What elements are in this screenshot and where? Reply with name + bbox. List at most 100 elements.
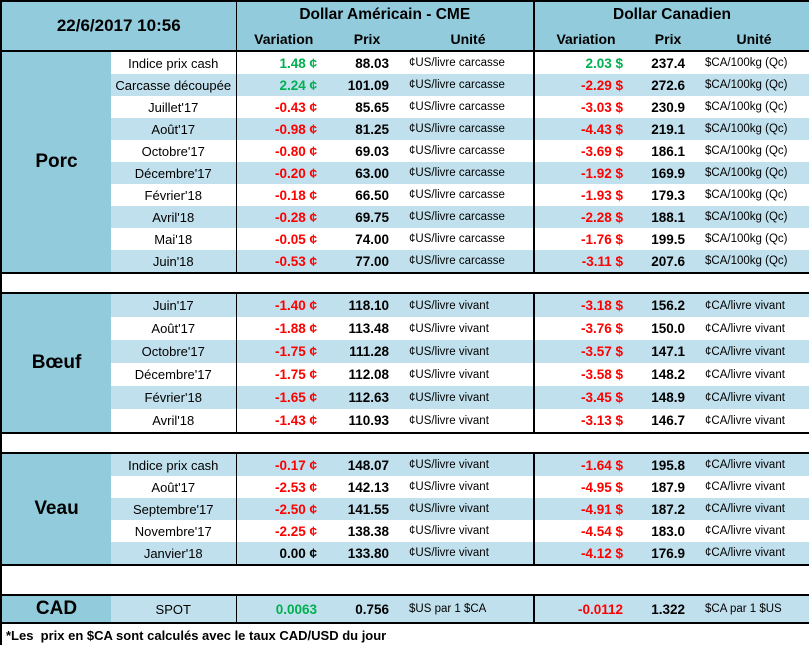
section-gap xyxy=(1,272,809,294)
ca-price: 148.9 xyxy=(637,386,700,409)
header-row-groups: 22/6/2017 10:56 Dollar Américain - CME D… xyxy=(1,1,809,52)
table-row: Carcasse découpée 2.24 ¢ 101.09 ¢US/livr… xyxy=(1,74,809,96)
us-variation-value: -0.05 ¢ xyxy=(274,231,317,247)
ca-unit: $CA/100kg (Qc) xyxy=(699,51,809,74)
us-variation: -0.43 ¢ xyxy=(236,96,331,118)
ca-unit: ¢CA/livre vivant xyxy=(699,317,809,340)
us-variation-value: 2.24 ¢ xyxy=(279,77,317,93)
row-label: Juin'18 xyxy=(111,250,237,273)
us-price: 77.00 xyxy=(331,250,403,273)
us-variation: -0.98 ¢ xyxy=(236,118,331,140)
us-price: 63.00 xyxy=(331,162,403,184)
table-row: Octobre'17 -1.75 ¢ 111.28 ¢US/livre viva… xyxy=(1,340,809,363)
us-variation: -0.18 ¢ xyxy=(236,184,331,206)
row-label: Octobre'17 xyxy=(111,340,237,363)
ca-unit: ¢CA/livre vivant xyxy=(699,340,809,363)
us-unit: ¢US/livre carcasse xyxy=(403,74,536,96)
us-variation: -1.75 ¢ xyxy=(236,340,331,363)
us-unit: ¢US/livre vivant xyxy=(403,409,536,433)
us-variation: -1.88 ¢ xyxy=(236,317,331,340)
us-unit: ¢US/livre vivant xyxy=(403,520,536,542)
ca-price: 176.9 xyxy=(637,542,700,565)
ca-variation-value: -4.54 $ xyxy=(580,523,624,539)
row-label: Juin'17 xyxy=(111,293,237,317)
us-variation: 0.0063 xyxy=(236,594,331,624)
gap-cell xyxy=(1,564,809,596)
us-unit: ¢US/livre vivant xyxy=(403,340,536,363)
row-label: Décembre'17 xyxy=(111,363,237,386)
ca-variation: -4.91 $ xyxy=(534,498,638,520)
ca-price: 272.6 xyxy=(637,74,700,96)
us-unit: ¢US/livre vivant xyxy=(403,317,536,340)
us-price: 112.08 xyxy=(331,363,403,386)
us-unit: ¢US/livre carcasse xyxy=(403,184,536,206)
us-unit: ¢US/livre carcasse xyxy=(403,118,536,140)
table-row: Décembre'17 -1.75 ¢ 112.08 ¢US/livre viv… xyxy=(1,363,809,386)
ca-variation: -3.45 $ xyxy=(534,386,638,409)
us-variation-value: -2.25 ¢ xyxy=(274,523,317,539)
ca-variation-value: -3.13 $ xyxy=(580,413,624,428)
ca-unit: ¢CA/livre vivant xyxy=(699,409,809,433)
ca-variation-value: -3.11 $ xyxy=(581,253,624,269)
footnote-row: *Les prix en $CA sont calculés avec le t… xyxy=(1,623,809,645)
ca-unit: $CA/100kg (Qc) xyxy=(699,140,809,162)
us-unit: ¢US/livre vivant xyxy=(403,542,536,565)
ca-price: 207.6 xyxy=(637,250,700,273)
us-variation-value: -0.43 ¢ xyxy=(274,99,317,115)
us-variation-value: 0.0063 xyxy=(275,601,317,617)
row-label: Janvier'18 xyxy=(111,542,237,565)
section-gap xyxy=(1,432,809,454)
us-variation: -0.28 ¢ xyxy=(236,206,331,228)
ca-variation: -3.76 $ xyxy=(534,317,638,340)
us-unit: ¢US/livre carcasse xyxy=(403,140,536,162)
us-variation: 1.48 ¢ xyxy=(236,51,331,74)
section-label-veau: Veau xyxy=(1,453,111,565)
ca-variation: -4.54 $ xyxy=(534,520,638,542)
us-variation-value: 0.00 ¢ xyxy=(279,545,317,561)
us-price: 118.10 xyxy=(331,293,403,317)
ca-unit: $CA par 1 $US xyxy=(699,594,809,624)
table-row: Août'17 -2.53 ¢ 142.13 ¢US/livre vivant … xyxy=(1,476,809,498)
ca-price: 156.2 xyxy=(637,293,700,317)
us-variation-value: -0.98 ¢ xyxy=(274,121,317,137)
ca-variation: -1.93 $ xyxy=(534,184,638,206)
us-dollar-group-header: Dollar Américain - CME xyxy=(236,1,536,28)
us-variation-value: -2.53 ¢ xyxy=(274,479,317,495)
ca-variation-value: -3.57 $ xyxy=(580,344,624,359)
row-label: Août'17 xyxy=(111,118,237,140)
ca-variation-value: -3.69 $ xyxy=(580,143,624,159)
ca-variation: -4.12 $ xyxy=(534,542,638,565)
ca-price: 148.2 xyxy=(637,363,700,386)
ca-unit: ¢CA/livre vivant xyxy=(699,498,809,520)
us-price: 69.03 xyxy=(331,140,403,162)
us-price: 88.03 xyxy=(331,51,403,74)
us-prix-header: Prix xyxy=(331,28,403,52)
table-row: Avril'18 -0.28 ¢ 69.75 ¢US/livre carcass… xyxy=(1,206,809,228)
ca-price: 230.9 xyxy=(637,96,700,118)
us-variation-value: -0.20 ¢ xyxy=(274,165,317,181)
ca-unit: $CA/100kg (Qc) xyxy=(699,184,809,206)
ca-unit: $CA/100kg (Qc) xyxy=(699,74,809,96)
us-variation-value: -1.75 ¢ xyxy=(274,344,317,359)
us-variation-value: -1.40 ¢ xyxy=(274,298,317,313)
us-price: 111.28 xyxy=(331,340,403,363)
ca-variation-value: -1.64 $ xyxy=(580,457,624,473)
table-row: Février'18 -0.18 ¢ 66.50 ¢US/livre carca… xyxy=(1,184,809,206)
ca-variation: -4.43 $ xyxy=(534,118,638,140)
ca-variation: -1.76 $ xyxy=(534,228,638,250)
us-variation: -0.17 ¢ xyxy=(236,453,331,476)
ca-price: 187.9 xyxy=(637,476,700,498)
table-row: Août'17 -1.88 ¢ 113.48 ¢US/livre vivant … xyxy=(1,317,809,340)
us-variation: -1.40 ¢ xyxy=(236,293,331,317)
ca-variation: -3.18 $ xyxy=(534,293,638,317)
us-variation: 2.24 ¢ xyxy=(236,74,331,96)
ca-variation: -2.29 $ xyxy=(534,74,638,96)
report-timestamp: 22/6/2017 10:56 xyxy=(1,1,237,52)
us-variation-value: 1.48 ¢ xyxy=(279,55,317,71)
us-unit: ¢US/livre vivant xyxy=(403,498,536,520)
row-label: Août'17 xyxy=(111,476,237,498)
row-label: Février'18 xyxy=(111,184,237,206)
table-row: Mai'18 -0.05 ¢ 74.00 ¢US/livre carcasse … xyxy=(1,228,809,250)
ca-price: 199.5 xyxy=(637,228,700,250)
us-price: 110.93 xyxy=(331,409,403,433)
